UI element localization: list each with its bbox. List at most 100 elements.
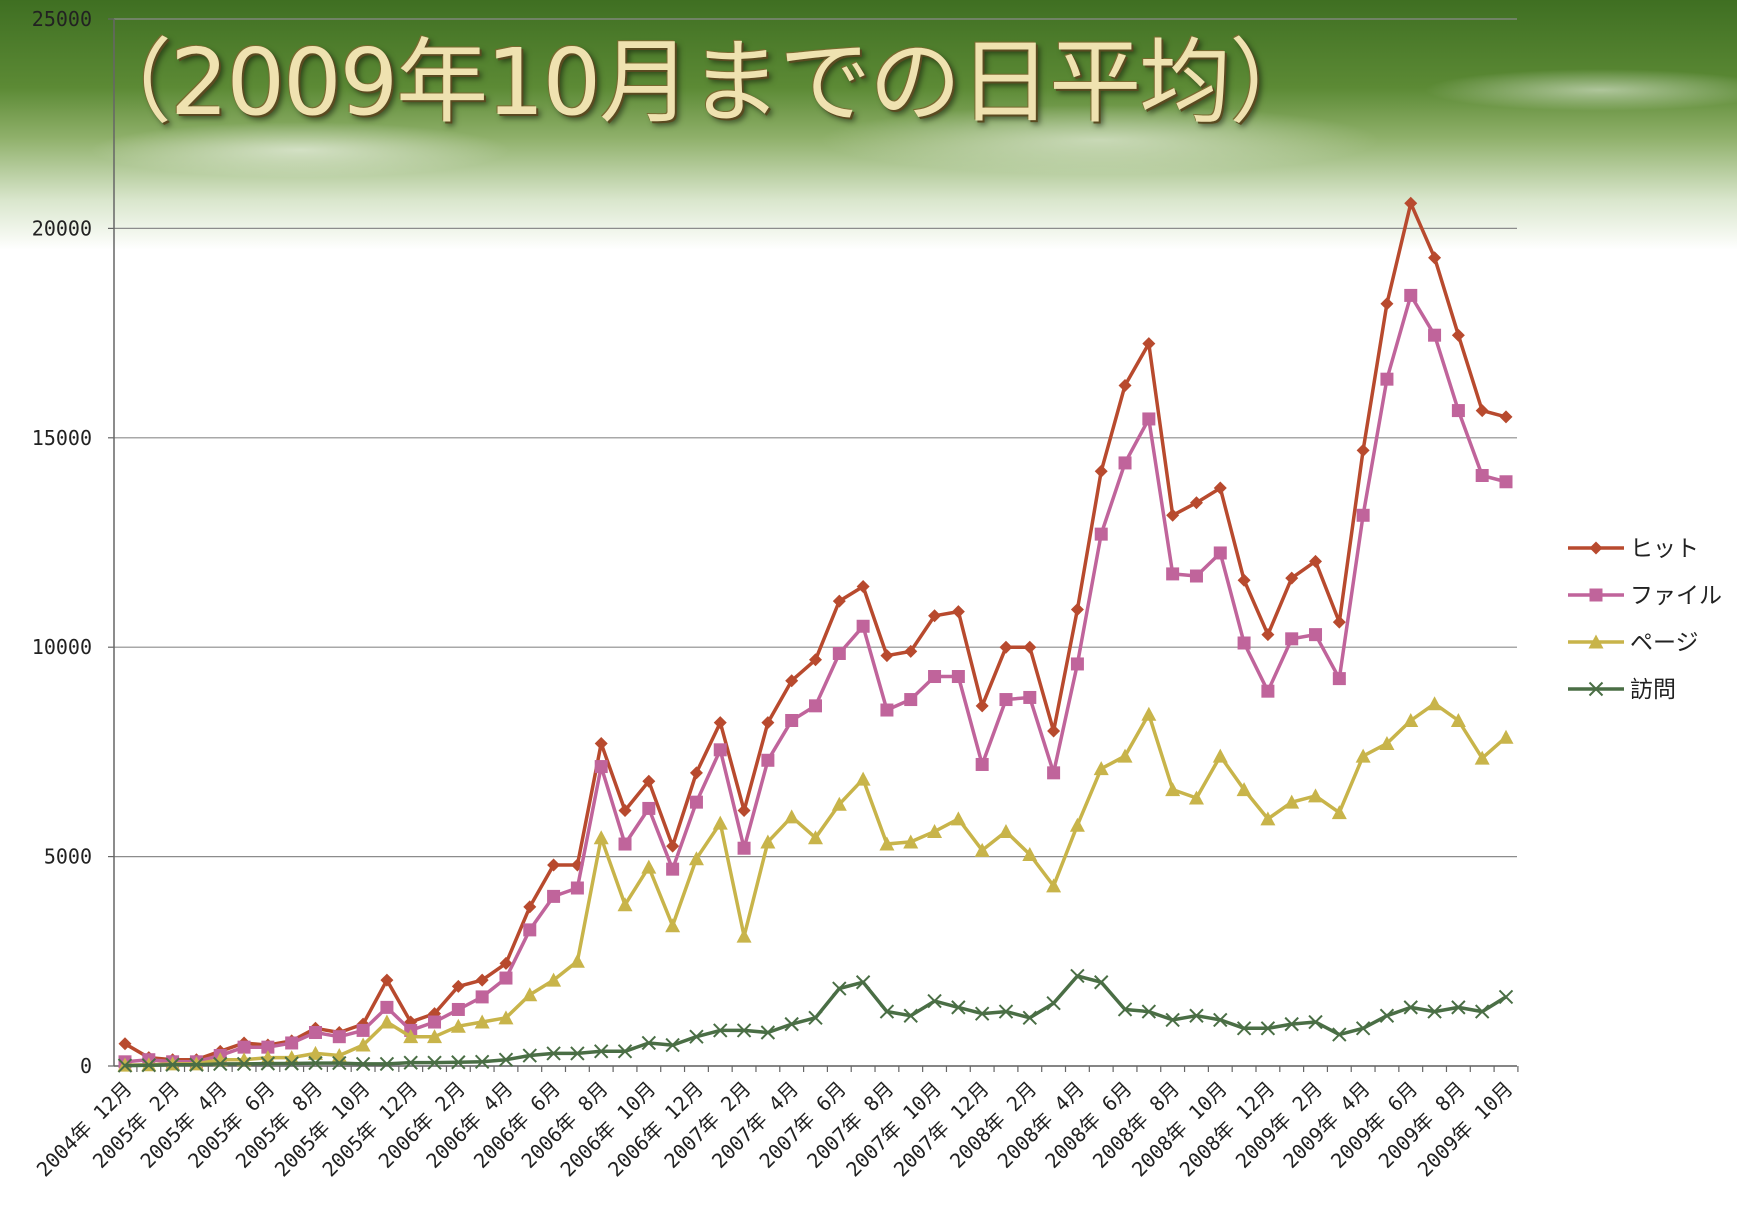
marker [952,670,965,683]
y-tick-label: 10000 [32,635,92,659]
marker [713,816,728,830]
marker [738,804,751,817]
marker [928,670,941,683]
marker [784,809,799,823]
marker [1047,766,1060,779]
marker [595,737,608,750]
marker [1071,603,1084,616]
page: {"chart_data": {"type": "line", "title":… [0,0,1737,1219]
marker [1214,546,1227,559]
marker [333,1030,346,1043]
marker [499,972,512,985]
marker [1094,761,1109,775]
marker [785,714,798,727]
marker [1428,251,1441,264]
legend-label: 訪問 [1630,677,1676,703]
marker [1238,574,1251,587]
marker [1166,567,1179,580]
marker [857,620,870,633]
marker [1119,456,1132,469]
marker [1333,672,1346,685]
marker [1141,707,1156,721]
y-tick-label: 20000 [32,216,92,240]
marker [690,766,703,779]
marker [1047,997,1060,1010]
series-line [125,295,1506,1061]
marker [1308,788,1323,802]
marker [357,1024,370,1037]
marker [452,1003,465,1016]
marker [380,1001,393,1014]
marker [522,987,537,1001]
marker [1380,373,1393,386]
marker [666,840,679,853]
marker [1070,818,1085,832]
marker [428,1016,441,1029]
marker [285,1036,298,1049]
marker [1238,637,1251,650]
legend-label: ファイル [1630,583,1722,609]
y-tick-label: 5000 [44,845,92,869]
marker [1404,289,1417,302]
marker [927,824,942,838]
marker [999,693,1012,706]
marker [1476,404,1489,417]
marker [737,929,752,943]
marker [738,842,751,855]
marker [595,760,608,773]
marker [880,649,893,662]
marker [309,1026,322,1039]
marker [1261,628,1274,641]
marker [1356,749,1371,763]
marker [714,716,727,729]
marker [952,605,965,618]
marker [998,824,1013,838]
marker [570,954,585,968]
marker [1590,542,1603,555]
marker [1142,412,1155,425]
marker [951,811,966,825]
marker [641,860,656,874]
marker [1095,465,1108,478]
marker [999,641,1012,654]
y-tick-label: 15000 [32,426,92,450]
marker [976,758,989,771]
marker [1118,749,1133,763]
y-tick-label: 25000 [32,7,92,31]
marker [1095,528,1108,541]
marker [1380,297,1393,310]
marker [856,772,871,786]
marker [1165,782,1180,796]
marker [1500,475,1513,488]
marker [1333,616,1346,629]
marker [904,693,917,706]
marker [1309,628,1322,641]
marker [809,699,822,712]
marker [690,796,703,809]
marker [619,838,632,851]
marker [714,743,727,756]
legend-label: ヒット [1630,536,1699,562]
marker [476,990,489,1003]
marker [761,754,774,767]
marker [1500,410,1513,423]
marker [666,863,679,876]
marker [880,704,893,717]
chart: 05000100001500020000250002004年 12月2005年 … [0,0,1737,1219]
marker [833,647,846,660]
marker [379,1015,394,1029]
marker [1500,990,1513,1003]
legend-label: ページ [1630,630,1699,656]
marker [1357,444,1370,457]
marker [1023,641,1036,654]
y-tick-label: 0 [80,1054,92,1078]
marker [1190,570,1203,583]
marker [976,699,989,712]
marker [665,918,680,932]
marker [523,923,536,936]
marker [1071,657,1084,670]
marker [1213,749,1228,763]
marker [1427,696,1442,710]
marker [594,830,609,844]
marker [1452,404,1465,417]
